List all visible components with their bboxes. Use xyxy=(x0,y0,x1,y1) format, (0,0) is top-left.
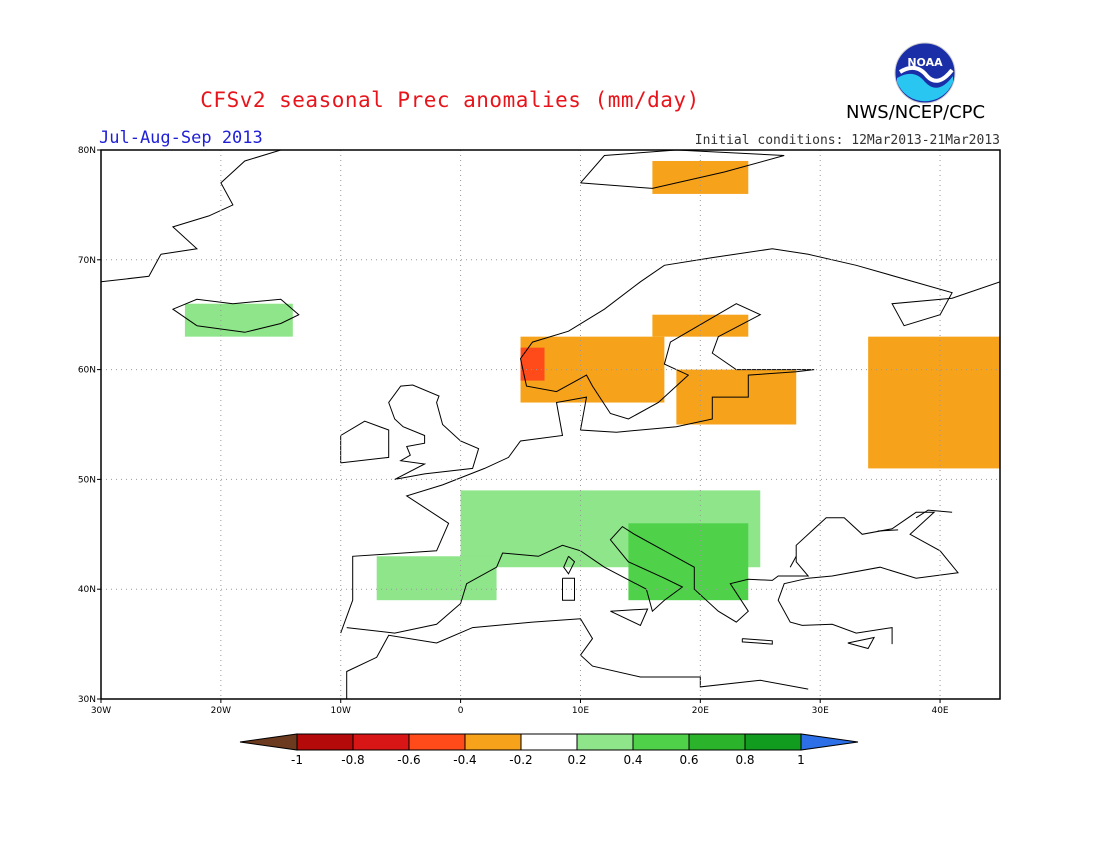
colorbar-segment xyxy=(632,733,690,751)
colorbar-label: -0.2 xyxy=(509,753,532,767)
longitude-ticks: 30W 20W 10W 0 10E 20E 30E 40E xyxy=(91,699,949,716)
colorbar-segment xyxy=(520,733,578,751)
colorbar-segment xyxy=(408,733,466,751)
lat-tick-label: 60N xyxy=(78,366,96,376)
coastline xyxy=(563,555,576,575)
coastline xyxy=(847,636,876,650)
lon-tick-label: 10W xyxy=(331,706,351,716)
lon-tick-label: 20W xyxy=(211,706,231,716)
colorbar-label: 1 xyxy=(797,753,805,767)
lon-tick-label: 30E xyxy=(812,706,829,716)
anomaly-region xyxy=(628,523,749,601)
coastline xyxy=(877,529,899,532)
colorbar-segment xyxy=(688,733,746,751)
colorbar-label: -0.4 xyxy=(453,753,476,767)
anomaly-region xyxy=(868,336,1000,469)
anomaly-regions-layer xyxy=(184,160,1000,601)
coastline xyxy=(171,298,300,333)
colorbar-label: -0.6 xyxy=(397,753,420,767)
map-frame xyxy=(100,149,1001,700)
colorbar: -1 -0.8 -0.6 -0.4 -0.2 0.2 0.4 0.6 0.8 1 xyxy=(239,733,859,767)
coastline xyxy=(388,384,480,480)
coastline xyxy=(101,254,162,283)
coastline xyxy=(562,577,575,601)
organization-label: NWS/NCEP/CPC xyxy=(846,102,986,123)
period-label: Jul-Aug-Sep 2013 xyxy=(99,128,263,148)
noaa-logo: NOAA xyxy=(894,42,956,104)
coastline xyxy=(346,621,533,699)
colorbar-label: 0.2 xyxy=(567,753,586,767)
coastline xyxy=(741,638,773,645)
lon-tick-label: 40E xyxy=(931,706,948,716)
lat-tick-label: 30N xyxy=(78,695,96,705)
coastline xyxy=(1084,183,1100,205)
colorbar-segment xyxy=(744,733,802,751)
colorbar-label: 0.4 xyxy=(623,753,642,767)
colorbar-segment xyxy=(576,733,634,751)
coastline xyxy=(610,608,649,627)
colorbar-label: -0.8 xyxy=(341,753,364,767)
coastline xyxy=(580,150,785,189)
lat-tick-label: 40N xyxy=(78,585,96,595)
lat-tick-label: 70N xyxy=(78,256,96,266)
colorbar-segment xyxy=(296,733,354,751)
initial-conditions-label: Initial conditions: 12Mar2013-21Mar2013 xyxy=(694,133,1000,148)
colorbar-label: 0.8 xyxy=(735,753,754,767)
coastline xyxy=(789,556,797,568)
grid-layer xyxy=(101,150,1000,699)
lon-tick-label: 0 xyxy=(458,706,464,716)
anomaly-region xyxy=(520,347,545,381)
chart-title: CFSv2 seasonal Prec anomalies (mm/day) xyxy=(200,88,700,112)
latitude-ticks: 80N 70N 60N 50N 40N 30N xyxy=(78,146,101,705)
noaa-logo-text: NOAA xyxy=(907,56,943,69)
colorbar-label: 0.6 xyxy=(679,753,698,767)
anomaly-region xyxy=(376,556,497,601)
lon-tick-label: 10E xyxy=(572,706,589,716)
coastline xyxy=(340,248,1000,634)
colorbar-segment xyxy=(239,733,298,751)
colorbar-segment xyxy=(464,733,522,751)
lon-tick-label: 30W xyxy=(91,706,111,716)
colorbar-segment xyxy=(352,733,410,751)
lat-tick-label: 50N xyxy=(78,475,96,485)
coastline xyxy=(532,618,809,690)
coastline xyxy=(915,509,953,519)
lat-tick-label: 80N xyxy=(78,146,96,156)
coastline xyxy=(340,420,390,464)
colorbar-label: -1 xyxy=(291,753,303,767)
colorbar-segment xyxy=(800,733,859,751)
lon-tick-label: 20E xyxy=(692,706,709,716)
